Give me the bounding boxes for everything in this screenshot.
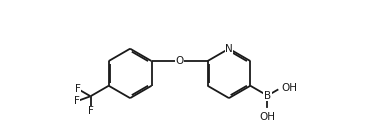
Text: OH: OH [260,112,276,122]
Text: N: N [225,44,233,54]
Text: OH: OH [281,83,297,93]
Text: O: O [176,56,184,66]
Text: F: F [75,84,81,94]
Text: F: F [74,96,80,106]
Text: F: F [87,106,93,116]
Text: B: B [264,91,271,101]
